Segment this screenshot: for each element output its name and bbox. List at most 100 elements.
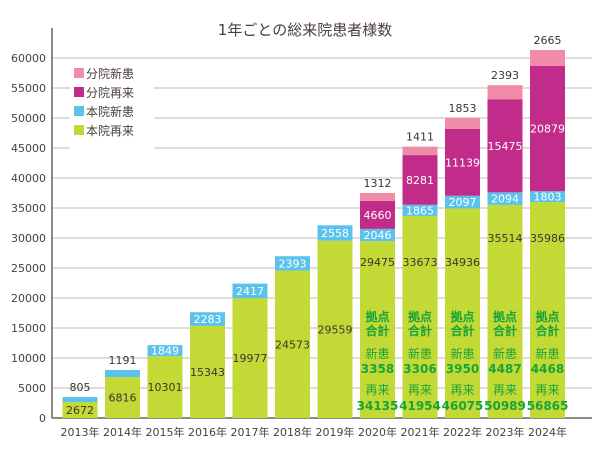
annotation-return-total: 41954 — [399, 399, 441, 413]
data-label: 24573 — [275, 338, 310, 351]
data-label: 29475 — [360, 256, 395, 269]
legend-label: 分院新患 — [86, 66, 134, 81]
data-label: 2094 — [491, 193, 519, 206]
annotation-new-total: 4468 — [531, 362, 564, 376]
legend-swatch — [74, 87, 84, 97]
bar-segment — [105, 377, 140, 418]
bar-segment — [530, 65, 565, 192]
y-tick-label: 45000 — [11, 142, 46, 155]
annotation-label: 拠点合計 — [492, 310, 517, 338]
x-tick-label: 2017年 — [231, 425, 270, 439]
annotation-return-total: 50989 — [484, 399, 526, 413]
y-tick-label: 0 — [39, 412, 46, 425]
data-label: 1411 — [406, 131, 434, 144]
data-label: 29559 — [318, 323, 353, 336]
y-tick-label: 15000 — [11, 322, 46, 335]
x-tick-label: 2018年 — [273, 425, 312, 439]
data-label: 33673 — [403, 256, 438, 269]
x-tick-label: 2014年 — [103, 425, 142, 439]
annotation-label: 拠点合計 — [535, 310, 560, 338]
x-tick-label: 2019年 — [316, 425, 355, 439]
y-tick-label: 55000 — [11, 82, 46, 95]
bar-segment — [445, 128, 480, 196]
bar-segment — [487, 99, 523, 193]
data-label: 2672 — [66, 404, 94, 417]
bar-segment — [360, 193, 395, 201]
data-label: 1849 — [151, 345, 179, 358]
x-tick-label: 2021年 — [401, 425, 440, 439]
data-label: 805 — [70, 381, 91, 394]
data-label: 34936 — [445, 256, 480, 269]
bar-segment — [232, 283, 268, 299]
bar-segment — [530, 202, 565, 418]
y-tick-label: 5000 — [18, 382, 46, 395]
annotation-new-total: 3306 — [403, 362, 436, 376]
bar-segment — [275, 256, 310, 271]
data-label: 2417 — [236, 285, 264, 298]
bar-segment — [105, 369, 140, 378]
annotation-new-total: 4487 — [488, 362, 521, 376]
data-label: 1312 — [364, 177, 392, 190]
annotation-new-label: 新患 — [493, 346, 517, 361]
annotation-new-label: 新患 — [450, 346, 474, 361]
bar-segment — [402, 155, 438, 205]
bar-segment — [487, 85, 523, 100]
bar-segment — [190, 312, 225, 326]
data-label: 10301 — [148, 381, 183, 394]
annotation-label: 拠点合計 — [407, 310, 432, 338]
data-label: 6816 — [109, 392, 137, 405]
annotation-new-label: 新患 — [408, 346, 432, 361]
chart-title: 1年ごとの総来院患者様数 — [218, 21, 392, 39]
data-label: 1191 — [109, 354, 137, 367]
y-tick-label: 10000 — [11, 352, 46, 365]
x-tick-label: 2024年 — [528, 425, 567, 439]
bar-segment — [62, 397, 98, 402]
data-label: 2097 — [449, 196, 477, 209]
y-tick-label: 30000 — [11, 232, 46, 245]
annotation-return-label: 再来 — [493, 383, 517, 397]
y-tick-label: 60000 — [11, 52, 46, 65]
legend-swatch — [74, 106, 84, 116]
data-label: 11139 — [445, 156, 480, 169]
legend-label: 本院再来 — [86, 124, 134, 138]
legend-label: 本院新患 — [86, 104, 134, 119]
annotation-new-label: 新患 — [535, 346, 559, 361]
bar-segment — [402, 204, 438, 216]
data-label: 15343 — [190, 366, 225, 379]
data-label: 1853 — [449, 102, 477, 115]
legend-swatch — [74, 125, 84, 135]
annotation-return-label: 再来 — [450, 383, 474, 397]
bar-segment — [360, 228, 395, 242]
bar-segment — [402, 215, 438, 418]
annotation-return-label: 再来 — [365, 383, 389, 397]
x-tick-label: 2013年 — [61, 425, 100, 439]
annotation-return-total: 46075 — [442, 399, 484, 413]
annotation-new-total: 3950 — [446, 362, 479, 376]
y-tick-label: 20000 — [11, 292, 46, 305]
x-tick-label: 2020年 — [358, 425, 397, 439]
bar-segment — [275, 270, 310, 418]
annotation-label: 拠点合計 — [365, 310, 390, 338]
annotation-new-total: 3358 — [361, 362, 394, 376]
y-tick-label: 50000 — [11, 112, 46, 125]
data-label: 1865 — [406, 204, 434, 217]
data-label: 2393 — [491, 69, 519, 82]
data-label: 2558 — [321, 227, 349, 240]
annotation-new-label: 新患 — [365, 346, 389, 361]
bar-segment — [402, 146, 438, 156]
x-tick-label: 2022年 — [443, 425, 482, 439]
data-label: 2393 — [279, 257, 307, 270]
data-label: 2665 — [534, 34, 562, 47]
bar-segment — [530, 191, 565, 203]
annotation-label: 拠点合計 — [450, 310, 475, 338]
bar-segment — [487, 192, 523, 205]
data-label: 4660 — [364, 209, 392, 222]
bar-segment — [147, 345, 183, 357]
y-tick-label: 25000 — [11, 262, 46, 275]
annotation-return-total: 56865 — [527, 399, 569, 413]
data-label: 20879 — [530, 123, 565, 136]
bar-segment — [445, 208, 480, 418]
bar-segment — [317, 225, 353, 241]
